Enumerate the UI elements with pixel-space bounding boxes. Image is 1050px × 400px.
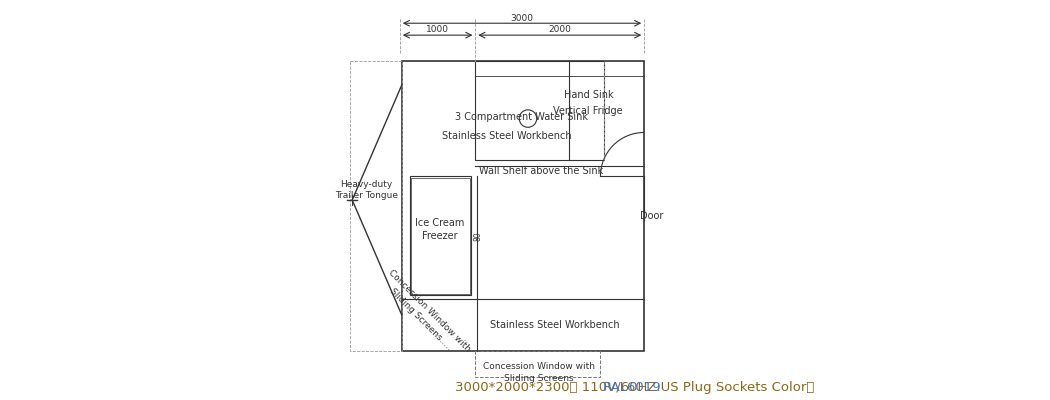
Bar [410,176,471,295]
Text: 2000: 2000 [548,26,571,34]
Text: Vertical Fridge: Vertical Fridge [553,106,623,116]
Text: Door: Door [640,211,664,221]
Text: Hand Sink: Hand Sink [564,90,613,100]
Bar [476,61,605,160]
Text: Stainless Steel Workbench: Stainless Steel Workbench [490,320,620,330]
Text: 3000: 3000 [510,14,533,22]
Text: Wall Shelf above the Sink: Wall Shelf above the Sink [479,166,603,176]
Bar [351,61,402,351]
Text: Concession Window with
Sliding Screens.....: Concession Window with Sliding Screens..… [378,268,471,362]
Bar [476,351,601,377]
Text: Concession Window with
Sliding Screens: Concession Window with Sliding Screens [483,362,595,383]
Text: Stainless Steel Workbench: Stainless Steel Workbench [442,132,572,142]
Text: 80: 80 [474,231,483,240]
Text: 3 Compartment Water Sink: 3 Compartment Water Sink [455,112,588,122]
Text: RAL6019: RAL6019 [603,381,662,394]
Text: 1000: 1000 [426,26,449,34]
Text: 3000*2000*2300， 110V/60HZ.US Plug Sockets Color：: 3000*2000*2300， 110V/60HZ.US Plug Socket… [456,381,823,394]
Text: Ice Cream
Freezer: Ice Cream Freezer [416,218,465,241]
Bar [412,178,469,294]
Text: Heavy-duty
Trailer Tongue: Heavy-duty Trailer Tongue [335,180,398,200]
Bar [402,61,644,351]
